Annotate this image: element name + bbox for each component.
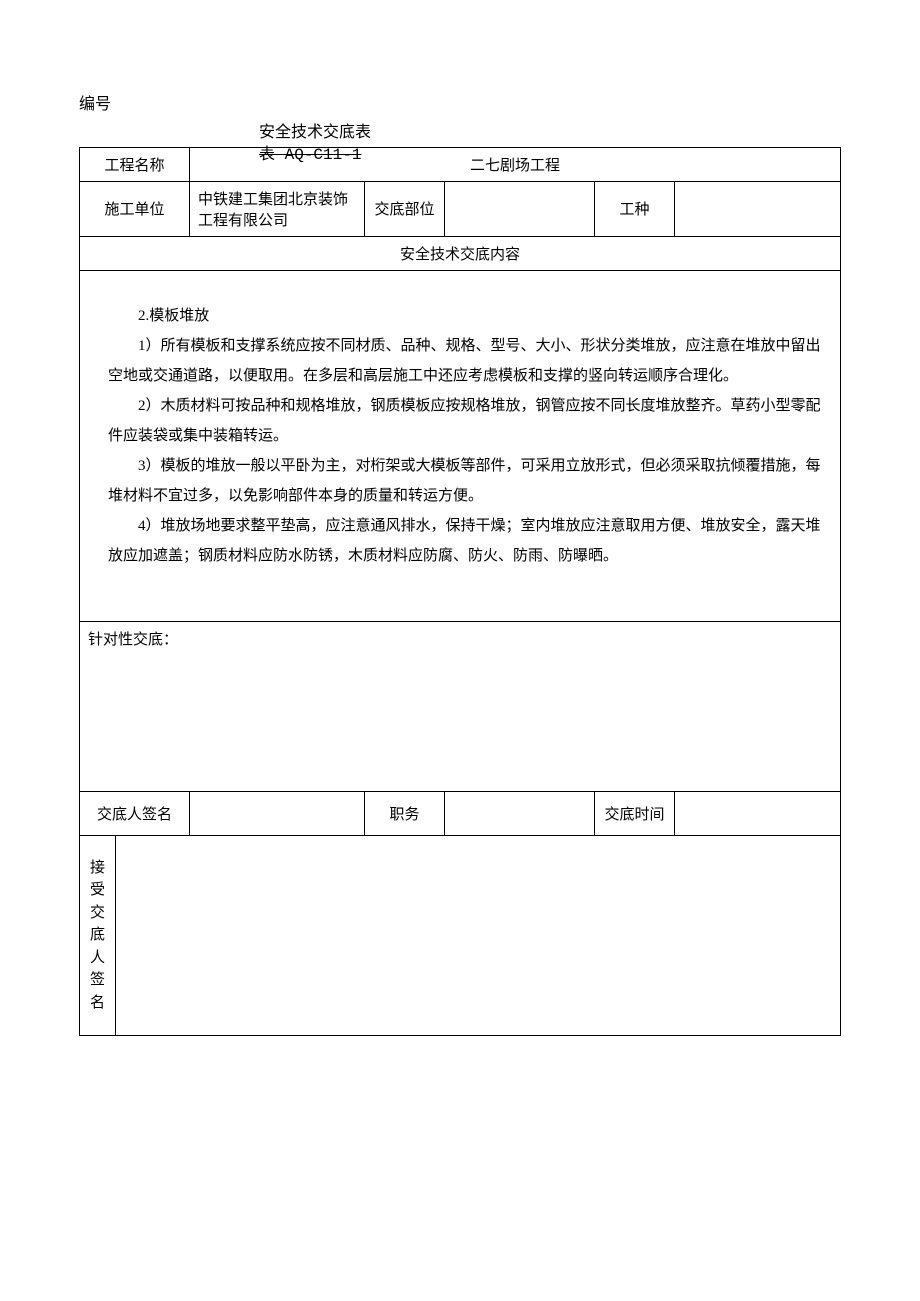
content-section-title: 2.模板堆放 [108, 301, 826, 331]
disclosure-part-value [445, 181, 595, 236]
title-block: 安全技术交底表 表 AQ-C11-1 [259, 122, 841, 167]
disclosure-person-label: 交底人签名 [80, 791, 190, 835]
content-item-3: 3）模板的堆放一般以平卧为主，对桁架或大模板等部件，可采用立放形式，但必须采取抗… [108, 451, 826, 511]
disclosure-time-value [675, 791, 841, 835]
receiver-label-char-5: 人 [90, 950, 105, 966]
receiver-signature-value [116, 835, 841, 1035]
row-signature: 交底人签名 职务 交底时间 [80, 791, 841, 835]
row-content-body: 2.模板堆放 1）所有模板和支撑系统应按不同材质、品种、规格、型号、大小、形状分… [80, 270, 841, 621]
receiver-label-char-4: 底 [90, 927, 105, 943]
construction-unit-value: 中铁建工集团北京装饰工程有限公司 [190, 181, 365, 236]
row-receiver: 接 受 交 底 人 签 名 [80, 835, 841, 1035]
disclosure-time-label: 交底时间 [595, 791, 675, 835]
work-type-label: 工种 [595, 181, 675, 236]
targeted-disclosure-cell: 针对性交底： [80, 621, 841, 791]
disclosure-person-value [190, 791, 365, 835]
receiver-label: 接 受 交 底 人 签 名 [80, 835, 116, 1035]
work-type-value [675, 181, 841, 236]
disclosure-form-table: 工程名称 二七剧场工程 施工单位 中铁建工集团北京装饰工程有限公司 交底部位 工… [79, 147, 841, 1036]
receiver-label-char-2: 受 [90, 882, 105, 898]
row-targeted: 针对性交底： [80, 621, 841, 791]
content-item-4: 4）堆放场地要求整平垫高，应注意通风排水，保持干燥；室内堆放应注意取用方便、堆放… [108, 511, 826, 571]
position-value [445, 791, 595, 835]
content-item-2: 2）木质材料可按品种和规格堆放，钢质模板应按规格堆放，钢管应按不同长度堆放整齐。… [108, 391, 826, 451]
receiver-label-char-1: 接 [90, 860, 105, 876]
content-header: 安全技术交底内容 [80, 236, 841, 270]
targeted-disclosure-label: 针对性交底： [88, 632, 178, 648]
position-label: 职务 [365, 791, 445, 835]
row-construction-unit: 施工单位 中铁建工集团北京装饰工程有限公司 交底部位 工种 [80, 181, 841, 236]
construction-unit-label: 施工单位 [80, 181, 190, 236]
main-title: 安全技术交底表 [259, 122, 841, 144]
document-number-label: 编号 [79, 90, 841, 114]
receiver-label-char-7: 名 [90, 995, 105, 1011]
content-item-1: 1）所有模板和支撑系统应按不同材质、品种、规格、型号、大小、形状分类堆放，应注意… [108, 331, 826, 391]
project-name-label: 工程名称 [80, 147, 190, 181]
receiver-label-char-3: 交 [90, 905, 105, 921]
sub-title: 表 AQ-C11-1 [259, 144, 841, 166]
disclosure-part-label: 交底部位 [365, 181, 445, 236]
content-body: 2.模板堆放 1）所有模板和支撑系统应按不同材质、品种、规格、型号、大小、形状分… [80, 270, 841, 621]
row-content-header: 安全技术交底内容 [80, 236, 841, 270]
receiver-label-char-6: 签 [90, 972, 105, 988]
